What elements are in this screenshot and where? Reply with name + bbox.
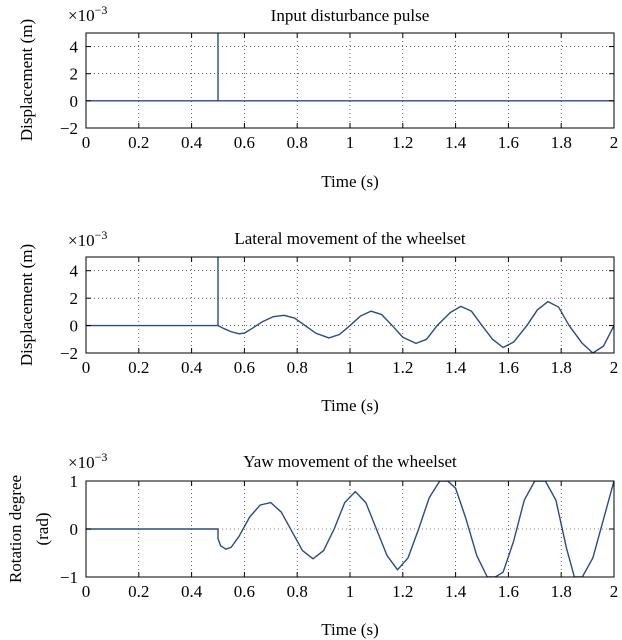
panel-1-scale-exponent-power: −3 <box>95 3 108 17</box>
panel-2-series-0 <box>86 257 614 353</box>
panel-2-xtick-label-6: 1.2 <box>392 358 413 377</box>
panel-3-scale-exponent: ×10−3 <box>68 450 107 472</box>
panel-1-xtick-label-9: 1.8 <box>551 133 572 152</box>
panel-1-scale-exponent: ×10−3 <box>68 3 107 25</box>
panel-1-xtick-label-7: 1.4 <box>445 133 467 152</box>
panel-2-xtick-label-10: 2 <box>610 358 619 377</box>
panel-3-xtick-label-6: 1.2 <box>392 582 413 601</box>
panel-1-xtick-label-6: 1.2 <box>392 133 413 152</box>
panel-2-ytick-label-1: 0 <box>70 317 79 336</box>
panel-2-xlabel: Time (s) <box>321 396 378 415</box>
panel-3-ytick-label-1: 0 <box>70 520 79 539</box>
panel-2-xtick-label-2: 0.4 <box>181 358 203 377</box>
panel-2-xtick-label-8: 1.6 <box>498 358 519 377</box>
panel-1-xtick-label-8: 1.6 <box>498 133 519 152</box>
panel-1-ytick-label-2: 2 <box>70 65 79 84</box>
panel-2-ytick-label-3: 4 <box>70 262 79 281</box>
panel-1-ytick-label-0: −2 <box>60 119 78 138</box>
panel-3-ylabel-1: (rad) <box>33 512 52 545</box>
panel-3-ytick-label-2: 1 <box>70 472 79 491</box>
panel-2-ytick-label-0: −2 <box>60 344 78 363</box>
panel-3-xtick-label-0: 0 <box>82 582 91 601</box>
panel-3: 0 0.2 0.4 0.6 0.8 1 1.2 1.4 1.6 1.8 2−101×10−3 Yaw … <box>6 450 618 639</box>
panel-3-xtick-label-3: 0.6 <box>234 582 255 601</box>
panel-2-xtick-label-4: 0.8 <box>287 358 308 377</box>
panel-3-xtick-label-2: 0.4 <box>181 582 203 601</box>
panel-3-xtick-label-7: 1.4 <box>445 582 467 601</box>
panel-1-xtick-label-3: 0.6 <box>234 133 255 152</box>
panel-2-scale-exponent-power: −3 <box>95 228 108 242</box>
panel-3-ylabel-0: Rotation degree <box>6 475 25 583</box>
panel-3-xtick-label-4: 0.8 <box>287 582 308 601</box>
panel-3-ytick-label-0: −1 <box>60 568 78 587</box>
panel-2-xtick-label-3: 0.6 <box>234 358 255 377</box>
panel-2-ytick-label-2: 2 <box>70 289 79 308</box>
panel-1-ylabel-0: Displacement (m) <box>17 19 36 141</box>
panel-1-series-0 <box>86 33 614 102</box>
panel-1-ytick-label-1: 0 <box>70 92 79 111</box>
panel-2-scale-exponent: ×10−3 <box>68 228 107 250</box>
panel-2-title: Lateral movement of the wheelset <box>234 229 466 248</box>
panel-1-xtick-label-5: 1 <box>346 133 355 152</box>
panel-3-xlabel: Time (s) <box>321 620 378 639</box>
panel-2-xtick-label-9: 1.8 <box>551 358 572 377</box>
panel-1-xtick-label-1: 0.2 <box>128 133 149 152</box>
panel-1-xlabel: Time (s) <box>321 172 378 191</box>
panel-3-xtick-label-9: 1.8 <box>551 582 572 601</box>
panel-3-xtick-label-1: 0.2 <box>128 582 149 601</box>
panel-3-scale-exponent-power: −3 <box>95 450 108 464</box>
panel-2-xtick-label-7: 1.4 <box>445 358 467 377</box>
panel-1-xtick-label-4: 0.8 <box>287 133 308 152</box>
panel-2-xtick-label-0: 0 <box>82 358 91 377</box>
panel-3-xtick-label-10: 2 <box>610 582 619 601</box>
panel-1-xtick-label-2: 0.4 <box>181 133 203 152</box>
panel-1-xtick-label-10: 2 <box>610 133 619 152</box>
panel-3-title: Yaw movement of the wheelset <box>243 452 457 471</box>
panel-3-series-0 <box>86 481 614 577</box>
panel-3-xtick-label-5: 1 <box>346 582 355 601</box>
panel-2-xtick-label-1: 0.2 <box>128 358 149 377</box>
panel-2-xtick-label-5: 1 <box>346 358 355 377</box>
panel-3-xtick-label-8: 1.6 <box>498 582 519 601</box>
panel-1-xtick-label-0: 0 <box>82 133 91 152</box>
panel-2-ylabel-0: Displacement (m) <box>17 244 36 366</box>
panel-1-ytick-label-3: 4 <box>70 38 79 57</box>
panel-1-title: Input disturbance pulse <box>271 6 430 25</box>
